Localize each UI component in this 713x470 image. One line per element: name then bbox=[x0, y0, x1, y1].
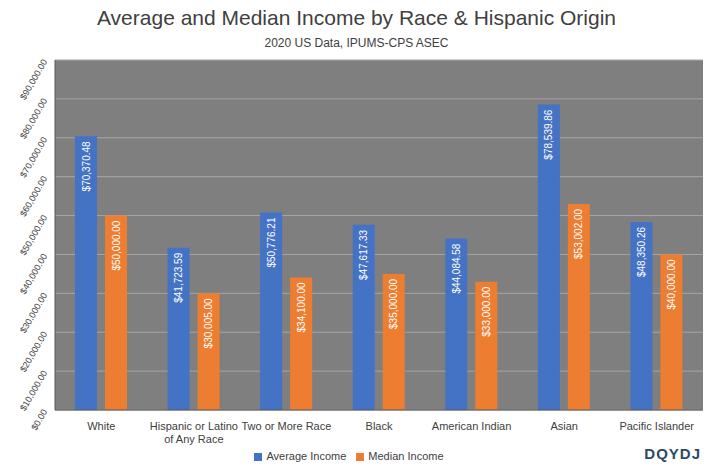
svg-text:$0.00: $0.00 bbox=[29, 408, 49, 433]
svg-text:American Indian: American Indian bbox=[432, 420, 512, 432]
svg-text:$48,350.26: $48,350.26 bbox=[636, 227, 647, 277]
svg-text:$30,000.00: $30,000.00 bbox=[18, 291, 49, 335]
html-text:Average and Median Income by R: Average and Median Income by Race & Hisp… bbox=[97, 6, 616, 29]
svg-text:$78,539.86: $78,539.86 bbox=[543, 109, 554, 159]
html-text:Median Income: Median Income bbox=[368, 450, 444, 462]
svg-text:$41,723.59: $41,723.59 bbox=[173, 252, 184, 302]
svg-text:$34,100.00: $34,100.00 bbox=[296, 282, 307, 332]
svg-text:$40,000.00: $40,000.00 bbox=[18, 252, 49, 296]
svg-text:$33,000.00: $33,000.00 bbox=[481, 286, 492, 336]
svg-text:$90,000.00: $90,000.00 bbox=[18, 58, 49, 102]
svg-text:Two or More Race: Two or More Race bbox=[241, 420, 331, 432]
svg-text:$10,000.00: $10,000.00 bbox=[18, 369, 49, 413]
svg-text:$50,776.21: $50,776.21 bbox=[266, 217, 277, 267]
svg-text:$44,084.58: $44,084.58 bbox=[451, 243, 462, 293]
svg-text:$70,000.00: $70,000.00 bbox=[18, 135, 49, 179]
svg-text:$50,000.00: $50,000.00 bbox=[18, 213, 49, 257]
svg-text:$35,000.00: $35,000.00 bbox=[388, 278, 399, 328]
svg-text:$30,005.00: $30,005.00 bbox=[203, 298, 214, 348]
svg-text:$53,002.00: $53,002.00 bbox=[573, 208, 584, 258]
svg-text:$80,000.00: $80,000.00 bbox=[18, 96, 49, 140]
html-text:DQYDJ: DQYDJ bbox=[644, 445, 701, 462]
svg-text:$47,617.33: $47,617.33 bbox=[358, 229, 369, 279]
html-text:2020 US Data, IPUMS-CPS ASEC: 2020 US Data, IPUMS-CPS ASEC bbox=[264, 36, 449, 50]
svg-text:Pacific Islander: Pacific Islander bbox=[619, 420, 694, 432]
svg-text:$20,000.00: $20,000.00 bbox=[18, 330, 49, 374]
svg-text:$50,000.00: $50,000.00 bbox=[111, 220, 122, 270]
svg-text:$40,000.00: $40,000.00 bbox=[666, 259, 677, 309]
html-text:Average Income: Average Income bbox=[266, 450, 347, 462]
svg-text:White: White bbox=[87, 420, 115, 432]
svg-text:Hispanic or Latinoof Any Race: Hispanic or Latinoof Any Race bbox=[150, 420, 238, 445]
svg-text:$70,370.48: $70,370.48 bbox=[81, 141, 92, 191]
svg-text:Asian: Asian bbox=[550, 420, 578, 432]
svg-text:Black: Black bbox=[366, 420, 393, 432]
svg-text:$60,000.00: $60,000.00 bbox=[18, 174, 49, 218]
